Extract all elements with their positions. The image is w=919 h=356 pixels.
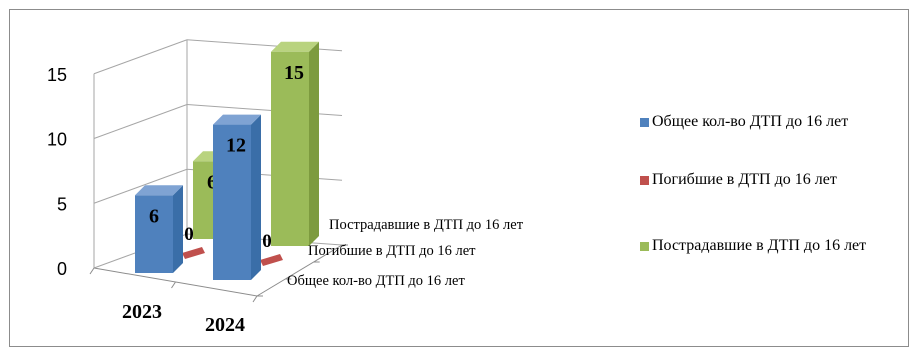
legend-swatch-total — [640, 118, 649, 127]
gridline-left-5 — [93, 168, 188, 204]
legend-item-total: Общее кол-во ДТП до 16 лет — [640, 111, 915, 133]
gridline-left-10 — [93, 104, 188, 139]
x-axis-tick-0 — [89, 267, 95, 275]
bar-2-2024 — [271, 51, 309, 246]
bar-1-2023 — [182, 247, 205, 259]
bar-side-2-2024 — [309, 41, 319, 246]
bar-0-2023 — [135, 195, 173, 273]
data-label-2-2024: 15 — [284, 62, 304, 84]
legend-label-injured: Пострадавшие в ДТП до 16 лет — [652, 237, 867, 254]
x-axis-tick-2 — [252, 295, 258, 303]
bar-0-2024 — [213, 124, 251, 280]
data-label-0-2023: 6 — [149, 205, 159, 227]
legend-label-total: Общее кол-во ДТП до 16 лет — [652, 113, 849, 130]
y-tick-label-5: 5 — [57, 194, 67, 214]
bar-side-0-2023 — [173, 185, 183, 273]
chart-frame: 0 5 10 15 6 15 0 0 6 12 2023 2024 Общее кол-во ДТП д… — [9, 9, 909, 347]
legend-item-killed: Погибшие в ДТП до 16 лет — [640, 169, 915, 191]
legend-item-injured: Пострадавшие в ДТП до 16 лет — [640, 235, 915, 257]
x-axis-tick-1 — [171, 281, 176, 289]
series-axis-label-0: Общее кол-во ДТП до 16 лет — [287, 273, 465, 289]
bar-1-2024 — [260, 254, 283, 266]
bar-side-0-2024 — [251, 114, 261, 280]
category-label-2024: 2024 — [205, 314, 245, 336]
series-axis-label-1: Погибшие в ДТП до 16 лет — [308, 243, 476, 259]
floor-right-edge — [256, 244, 343, 297]
bar-top-0-2024 — [213, 114, 261, 125]
category-label-2023: 2023 — [122, 301, 162, 323]
y-tick-label-15: 15 — [47, 65, 67, 85]
gridline-left-15 — [93, 39, 188, 75]
data-label-1-2024: 0 — [262, 231, 272, 252]
chart-plot: 0 5 10 15 6 15 0 0 6 12 2023 2024 Общее кол-во ДТП д… — [47, 39, 524, 336]
series-axis-label-2: Пострадавшие в ДТП до 16 лет — [329, 217, 524, 233]
data-label-1-2023: 0 — [184, 224, 194, 245]
y-tick-label-10: 10 — [47, 130, 67, 150]
data-label-2-2023: 6 — [207, 171, 217, 193]
legend-swatch-killed — [640, 176, 649, 185]
data-label-0-2024: 12 — [226, 135, 246, 157]
bar-top-0-2023 — [135, 185, 183, 196]
bar-top-2-2024 — [271, 41, 319, 52]
y-tick-label-0: 0 — [57, 259, 67, 279]
legend-label-killed: Погибшие в ДТП до 16 лет — [652, 171, 837, 188]
legend-swatch-injured — [640, 242, 649, 251]
